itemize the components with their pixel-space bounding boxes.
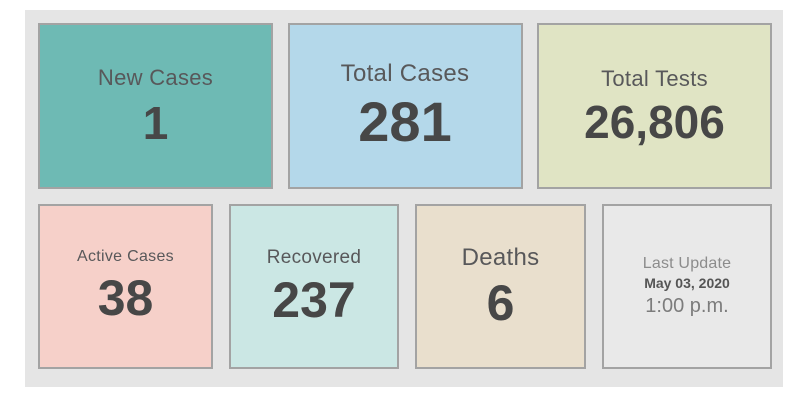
- recovered-value: 237: [272, 271, 356, 328]
- total-tests-card: Total Tests 26,806: [537, 23, 772, 189]
- deaths-label: Deaths: [461, 243, 540, 271]
- last-update-card: Last Update May 03, 2020 1:00 p.m.: [602, 204, 772, 369]
- last-update-time: 1:00 p.m.: [645, 295, 729, 318]
- deaths-value: 6: [486, 274, 515, 331]
- active-cases-value: 38: [97, 270, 154, 327]
- total-tests-value: 26,806: [584, 95, 725, 148]
- total-tests-label: Total Tests: [601, 66, 708, 92]
- new-cases-card: New Cases 1: [38, 23, 273, 189]
- total-cases-value: 281: [358, 90, 452, 154]
- top-stats-row: New Cases 1 Total Cases 281 Total Tests …: [38, 23, 772, 189]
- stats-dashboard-panel: New Cases 1 Total Cases 281 Total Tests …: [25, 10, 783, 387]
- recovered-card: Recovered 237: [229, 204, 399, 369]
- bottom-stats-row: Active Cases 38 Recovered 237 Deaths 6 L…: [38, 204, 772, 369]
- deaths-card: Deaths 6: [415, 204, 586, 369]
- last-update-date: May 03, 2020: [644, 275, 730, 292]
- new-cases-label: New Cases: [97, 65, 214, 91]
- recovered-label: Recovered: [266, 246, 362, 268]
- active-cases-label: Active Cases: [77, 248, 174, 266]
- total-cases-label: Total Cases: [340, 59, 470, 87]
- last-update-label: Last Update: [642, 254, 732, 272]
- total-cases-card: Total Cases 281: [287, 23, 523, 189]
- new-cases-value: 1: [142, 96, 169, 149]
- active-cases-card: Active Cases 38: [38, 204, 213, 369]
